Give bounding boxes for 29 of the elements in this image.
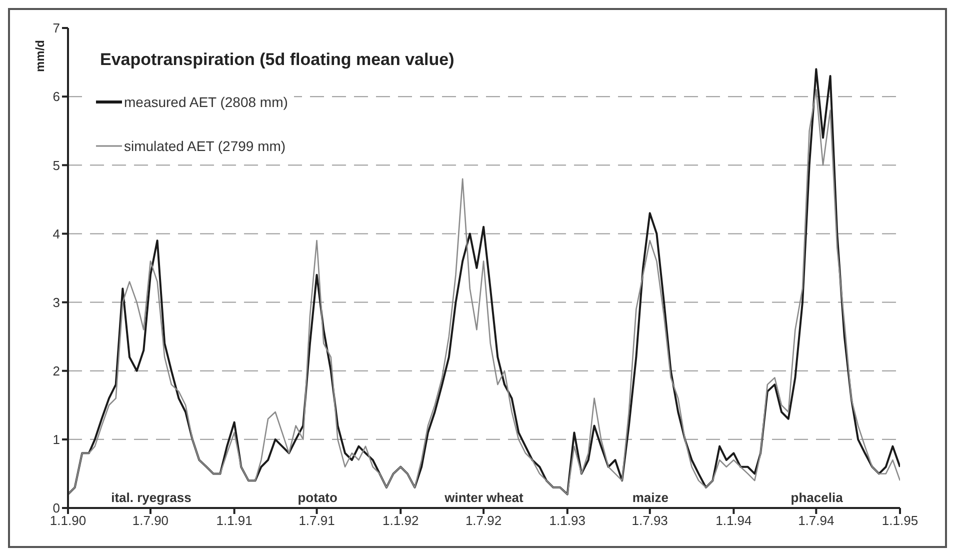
annotation: potato bbox=[298, 490, 338, 505]
x-tick-label: 1.7.91 bbox=[298, 513, 335, 528]
y-tick-label: 1 bbox=[52, 432, 60, 448]
x-tick-label: 1.7.90 bbox=[132, 513, 169, 528]
y-axis-title: mm/d bbox=[33, 40, 47, 72]
y-tick-label: 6 bbox=[52, 89, 60, 104]
x-tick-label: 1.1.95 bbox=[882, 513, 918, 528]
y-tick-label: 2 bbox=[52, 363, 60, 378]
y-tick-label: 7 bbox=[52, 20, 60, 36]
x-tick-label: 1.7.93 bbox=[632, 513, 668, 528]
y-tick-label: 5 bbox=[52, 158, 60, 173]
annotation: ital. ryegrass bbox=[111, 490, 192, 505]
y-tick-label: 0 bbox=[52, 500, 60, 516]
y-tick-label: 3 bbox=[52, 294, 60, 310]
y-tick-label: 4 bbox=[52, 226, 60, 242]
annotation: maize bbox=[632, 490, 668, 505]
x-tick-label: 1.1.90 bbox=[50, 513, 86, 528]
x-tick-label: 1.1.92 bbox=[382, 513, 419, 528]
x-tick-label: 1.1.91 bbox=[216, 513, 252, 528]
x-tick-label: 1.7.94 bbox=[798, 513, 834, 528]
x-tick-label: 1.7.92 bbox=[465, 513, 502, 528]
legend-label: simulated AET (2799 mm) bbox=[124, 138, 286, 154]
text: Evapotranspiration (5d floating mean value) bbox=[100, 50, 454, 70]
annotation: phacelia bbox=[790, 490, 843, 505]
legend-label: measured AET (2808 mm) bbox=[124, 94, 288, 110]
annotation: winter wheat bbox=[444, 490, 524, 505]
x-tick-label: 1.1.94 bbox=[716, 513, 752, 528]
x-tick-label: 1.1.93 bbox=[549, 513, 586, 528]
figure-frame: Evapotranspiration (5d floating mean value) measured AET (2808 mm) simulated AET (2799 mm) mm/d 1.1.90 1.7.90 1.1.91 1.7.91 1.1.92 1.7.92 1.1.93 1.7.93 1.1.94 1.7.94 1.1.95 0 1 2 3 4 5 6 7 ital. ryegrass potato winter wheat maize phacelia bbox=[8, 8, 947, 548]
